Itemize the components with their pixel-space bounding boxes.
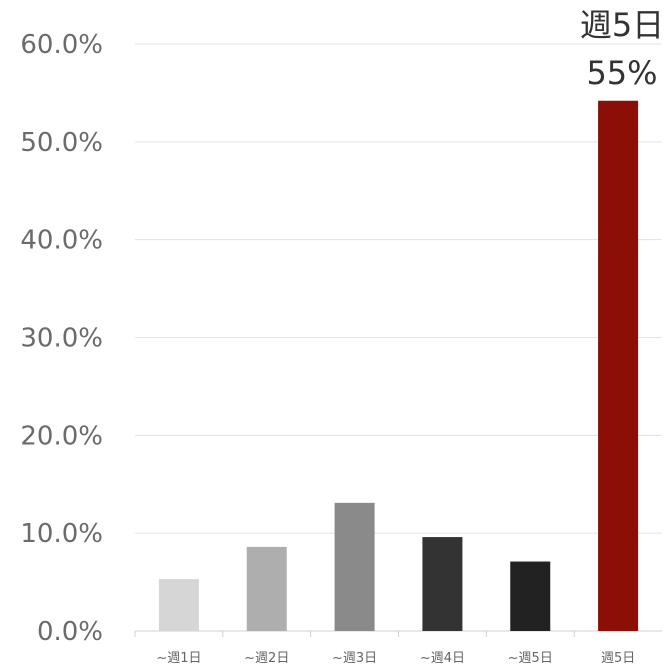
x-tick-label: ~週4日: [420, 651, 465, 666]
y-tick-label: 20.0%: [20, 421, 103, 451]
x-tick-label: ~週2日: [244, 651, 289, 666]
x-axis-ticks: ~週1日 ~週2日 ~週3日 ~週4日 ~週5日 週5日: [134, 631, 635, 666]
gridlines: [135, 43, 662, 534]
y-tick-label: 30.0%: [20, 324, 103, 354]
bar: [510, 561, 551, 631]
annotation-category-label: 週5日: [580, 6, 664, 44]
bars: [158, 100, 639, 631]
bar: [158, 579, 199, 631]
annotation-value-label: 55%: [586, 54, 657, 92]
y-tick-label: 40.0%: [20, 226, 103, 256]
x-tick-label: ~週3日: [332, 651, 377, 666]
y-tick-label: 0.0%: [37, 617, 103, 647]
y-tick-label: 10.0%: [20, 519, 103, 549]
y-tick-label: 50.0%: [20, 128, 103, 158]
x-tick-label: 週5日: [601, 651, 635, 666]
x-tick-label: ~週1日: [156, 651, 201, 666]
x-tick-label: ~週5日: [508, 651, 553, 666]
bar: [246, 546, 287, 631]
bar: [598, 100, 639, 631]
bar: [422, 537, 463, 631]
bar: [334, 502, 375, 631]
y-axis-ticks: 0.0% 10.0% 20.0% 30.0% 40.0% 50.0% 60.0%: [20, 30, 103, 647]
y-tick-label: 60.0%: [20, 30, 103, 60]
